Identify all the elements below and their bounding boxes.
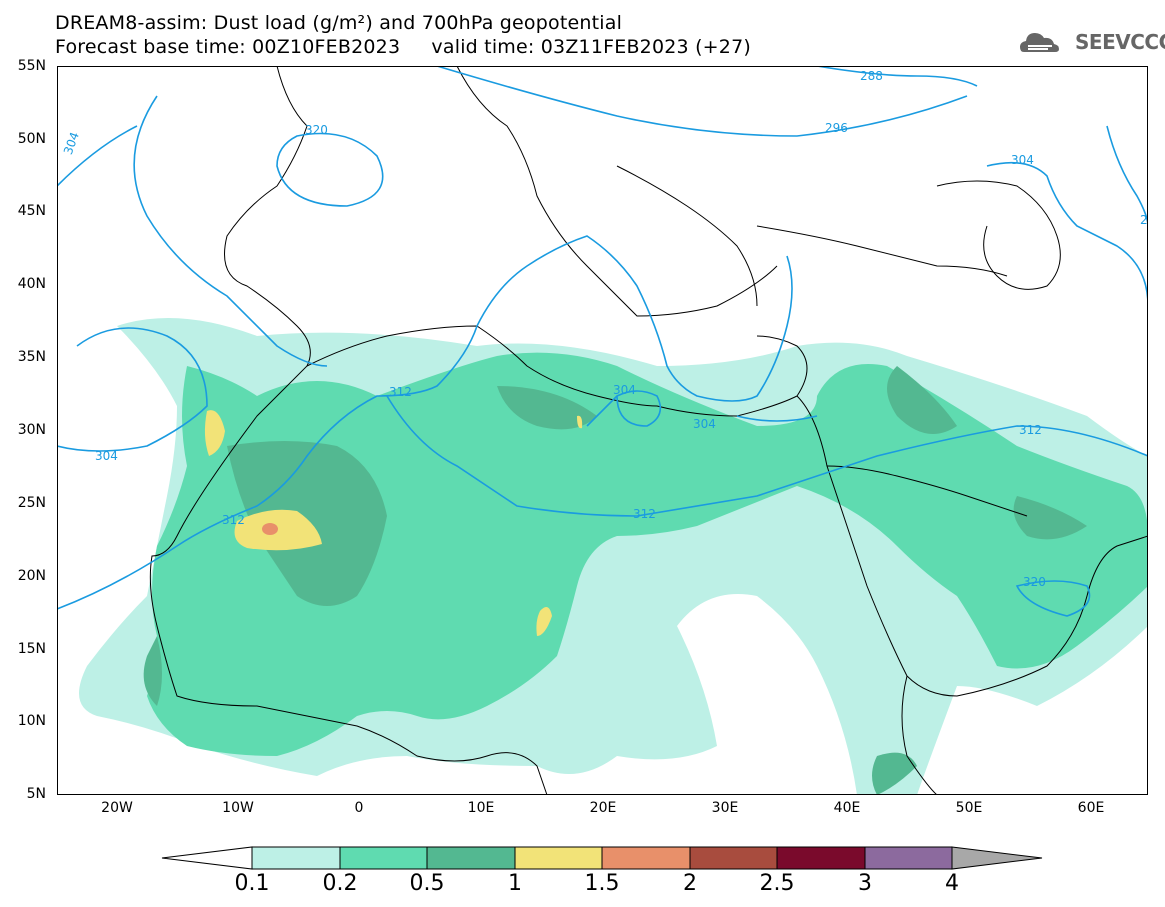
colorbar-cell (776, 846, 866, 870)
forecast-times: Forecast base time: 00Z10FEB2023 valid t… (55, 36, 751, 58)
colorbar-cell (161, 846, 253, 870)
contour-label: 304 (1011, 153, 1034, 167)
colorbar-tick: 4 (945, 871, 959, 896)
colorbar-cell (251, 846, 341, 870)
colorbar-tick: 3 (858, 871, 872, 896)
lat-label: 55N (17, 58, 46, 74)
lon-label: 0 (354, 800, 364, 816)
logo-text: SEEVCCC (1075, 30, 1165, 54)
colorbar-cell (339, 846, 428, 870)
lat-label: 20N (17, 568, 46, 584)
coastlines (149, 66, 1148, 795)
contour-label: 288 (860, 69, 883, 83)
lat-label: 45N (17, 203, 46, 219)
lon-label: 10E (467, 800, 495, 816)
contour-label: 312 (1019, 423, 1042, 437)
contour-label: 304 (613, 383, 636, 397)
dust-field-mid (147, 352, 1148, 756)
colorbar (161, 846, 1043, 870)
contour-label: 2 (1140, 213, 1148, 227)
colorbar-cell (689, 846, 778, 870)
colorbar-cell (426, 846, 516, 870)
contour-label: 312 (222, 513, 245, 527)
lon-label: 60E (1077, 800, 1105, 816)
colorbar-cell (514, 846, 603, 870)
colorbar-tick: 0.5 (409, 871, 445, 896)
lat-label: 40N (17, 276, 46, 292)
contour-label: 296 (825, 121, 848, 135)
geopotential-contours (57, 66, 1148, 617)
contour-label: 312 (389, 385, 412, 399)
lon-label: 30E (711, 800, 739, 816)
contour-label: 304 (693, 417, 716, 431)
lon-label: 40E (833, 800, 861, 816)
cloud-logo-icon (1020, 33, 1059, 52)
lon-label: 10W (222, 800, 254, 816)
contour-label: 320 (305, 123, 328, 137)
dust-map: 288 296 304 304 304 304 304 320 312 312 … (57, 66, 1148, 795)
colorbar-tick: 1 (508, 871, 522, 896)
colorbar-tick: 2 (683, 871, 697, 896)
contour-label: 312 (633, 507, 656, 521)
dust-field-peak (204, 410, 583, 636)
colorbar-tick: 0.1 (234, 871, 270, 896)
lat-label: 50N (17, 131, 46, 147)
lat-label: 25N (17, 495, 46, 511)
colorbar-tick: 2.5 (759, 871, 795, 896)
lat-label: 5N (26, 786, 46, 802)
lat-label: 10N (17, 713, 46, 729)
lat-label: 15N (17, 641, 46, 657)
contour-label: 304 (95, 449, 118, 463)
colorbar-tick: 1.5 (584, 871, 620, 896)
lon-label: 50E (955, 800, 983, 816)
lon-label: 20W (101, 800, 133, 816)
lat-label: 35N (17, 349, 46, 365)
lon-label: 20E (589, 800, 617, 816)
colorbar-tick: 0.2 (322, 871, 358, 896)
map-frame (57, 66, 1148, 795)
dust-field-max (262, 523, 278, 535)
contour-label: 320 (1023, 575, 1046, 589)
lat-label: 30N (17, 422, 46, 438)
colorbar-cell (864, 846, 953, 870)
colorbar-cell (601, 846, 691, 870)
map-title: DREAM8-assim: Dust load (g/m²) and 700hP… (55, 12, 623, 34)
colorbar-cell (951, 846, 1043, 870)
contour-label-group: 288 296 304 304 304 304 304 320 312 312 … (61, 69, 1148, 589)
